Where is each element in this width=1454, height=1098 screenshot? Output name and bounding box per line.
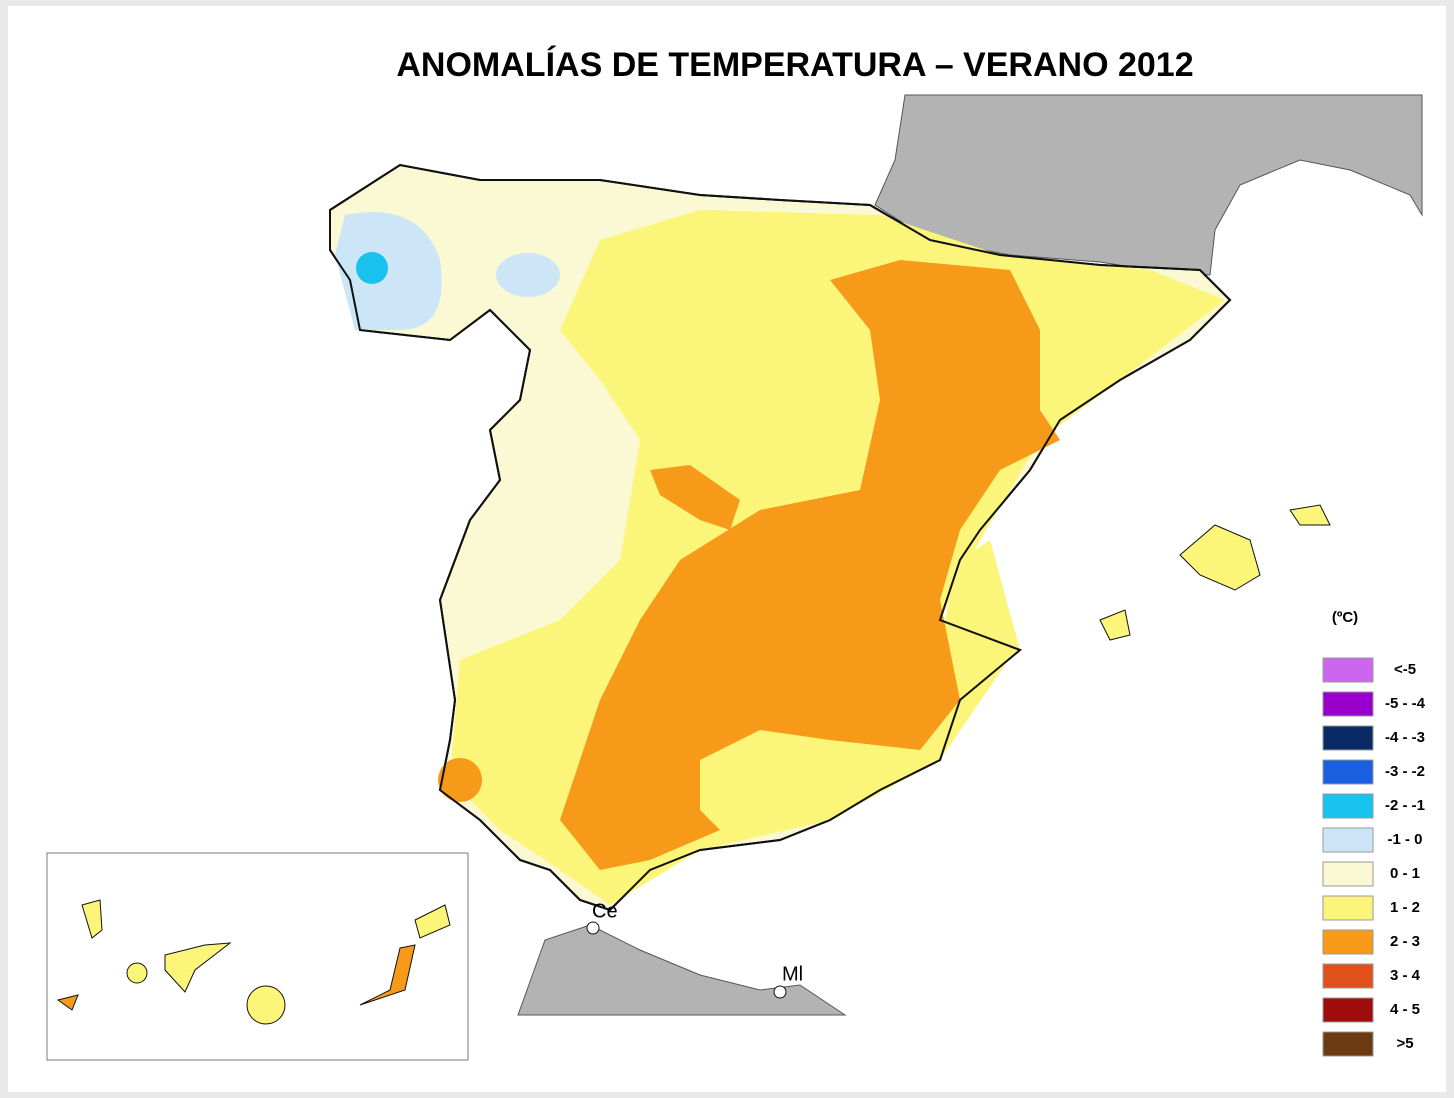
- place-marker: [586, 921, 600, 935]
- legend-label: 3 - 4: [1390, 967, 1421, 984]
- island: [81, 899, 103, 939]
- coast: [329, 163, 1232, 912]
- island: [246, 985, 286, 1025]
- legend-label: -5 - -4: [1385, 695, 1426, 712]
- legend-swatch: [1322, 725, 1374, 751]
- legend-label: -2 - -1: [1385, 797, 1425, 814]
- land-africa: [517, 924, 847, 1016]
- place-marker: [773, 985, 787, 999]
- legend-label: -4 - -3: [1385, 729, 1425, 746]
- legend-swatch: [1322, 895, 1374, 921]
- island: [164, 942, 232, 993]
- legend-swatch: [1322, 691, 1374, 717]
- legend-swatch: [1322, 759, 1374, 785]
- legend-label: 1 - 2: [1390, 899, 1420, 916]
- legend-swatch: [1322, 997, 1374, 1023]
- legend-swatch: [1322, 929, 1374, 955]
- legend-swatch: [1322, 827, 1374, 853]
- island: [1289, 504, 1331, 526]
- zone-neg1-0: [335, 212, 442, 330]
- map-title: ANOMALÍAS DE TEMPERATURA – VERANO 2012: [396, 46, 1193, 84]
- legend-label: 4 - 5: [1390, 1001, 1420, 1018]
- place-label: Ce: [592, 900, 618, 922]
- zone-2-3: [560, 260, 1060, 870]
- island: [1179, 524, 1261, 591]
- zone-neg1-0: [496, 253, 560, 297]
- island: [359, 944, 416, 1006]
- legend-label: 0 - 1: [1390, 865, 1420, 882]
- island: [126, 962, 148, 984]
- legend-swatch: [1322, 793, 1374, 819]
- zone-2-3: [438, 758, 482, 802]
- island: [1099, 609, 1131, 641]
- legend-label: <-5: [1394, 661, 1416, 678]
- zone-2-3: [650, 465, 740, 530]
- zone-neg2-neg1: [356, 252, 388, 284]
- legend-swatch: [1322, 963, 1374, 989]
- legend-label: >5: [1396, 1035, 1413, 1052]
- place-label: Ml: [782, 963, 803, 985]
- legend-label: -1 - 0: [1387, 831, 1422, 848]
- zone-1-2: [945, 540, 1020, 690]
- island: [414, 904, 451, 939]
- legend-unit: (ºC): [1332, 609, 1358, 626]
- legend-label: 2 - 3: [1390, 933, 1420, 950]
- legend: <-5 -5 - -4 -4 - -3 -3 - -2 -2 - -1 -1 - 0 0 -…: [1322, 657, 1426, 1057]
- legend-label: -3 - -2: [1385, 763, 1425, 780]
- legend-swatch: [1322, 861, 1374, 887]
- island: [56, 994, 79, 1011]
- legend-swatch: [1322, 1031, 1374, 1057]
- legend-swatch: [1322, 657, 1374, 683]
